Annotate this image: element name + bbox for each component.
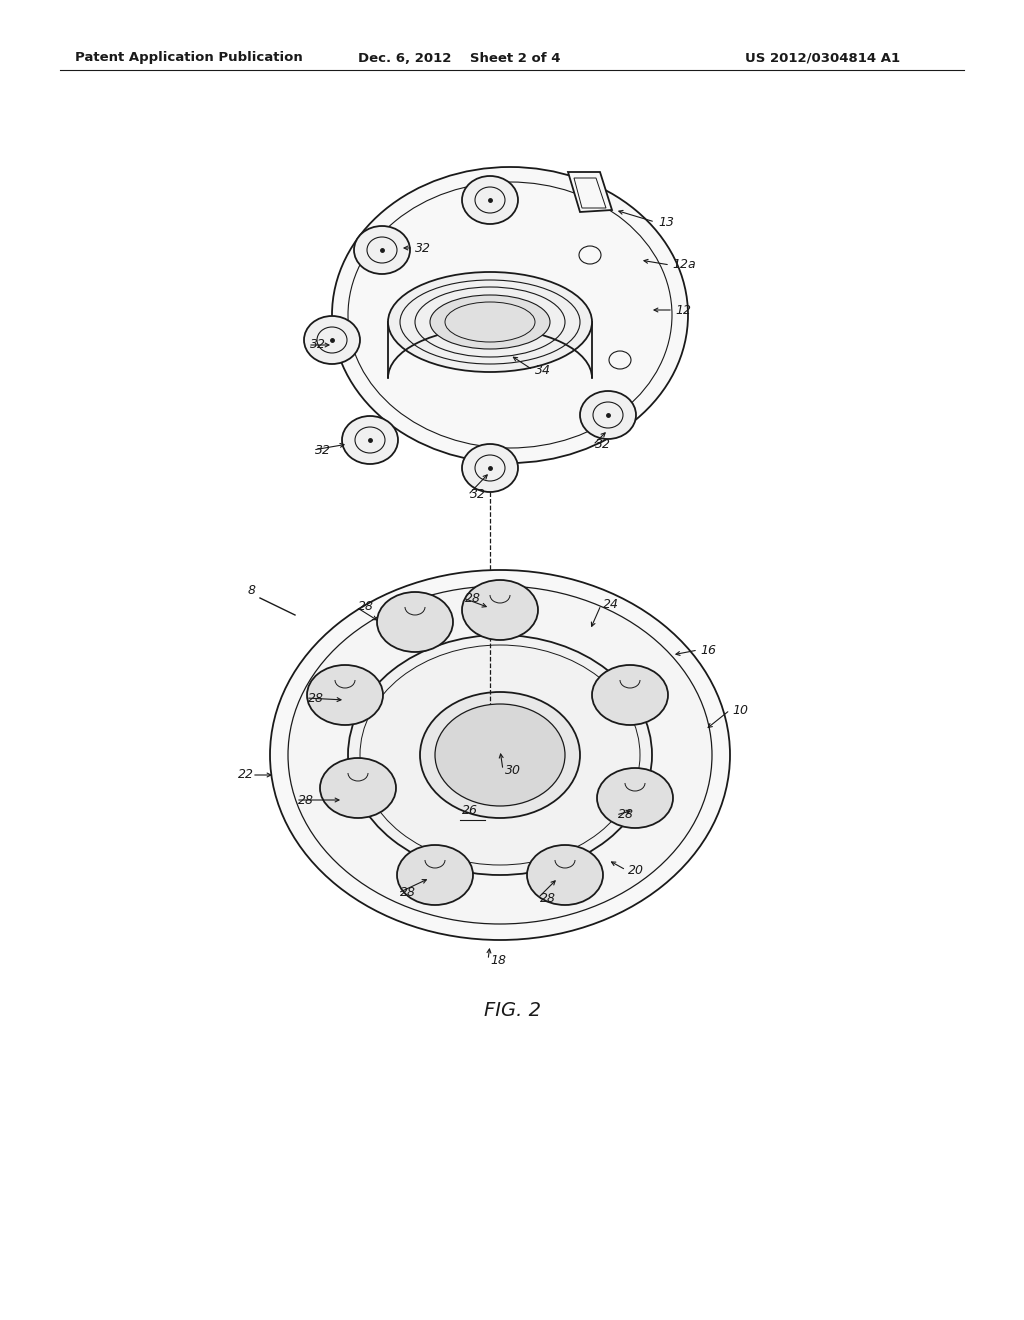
Text: Patent Application Publication: Patent Application Publication: [75, 51, 303, 65]
Ellipse shape: [462, 176, 518, 224]
Text: 18: 18: [490, 953, 506, 966]
Text: 12a: 12a: [672, 259, 695, 272]
Text: 20: 20: [628, 863, 644, 876]
Ellipse shape: [435, 704, 565, 807]
Ellipse shape: [462, 444, 518, 492]
Text: 8: 8: [248, 583, 256, 597]
Ellipse shape: [527, 845, 603, 906]
Text: 13: 13: [658, 215, 674, 228]
Text: 22: 22: [238, 768, 254, 781]
Ellipse shape: [597, 768, 673, 828]
Ellipse shape: [430, 294, 550, 348]
Ellipse shape: [270, 570, 730, 940]
Text: 32: 32: [310, 338, 326, 351]
Text: 16: 16: [700, 644, 716, 656]
Text: 10: 10: [732, 704, 748, 717]
Ellipse shape: [332, 168, 688, 463]
Text: FIG. 2: FIG. 2: [483, 1001, 541, 1019]
Text: 32: 32: [595, 438, 611, 451]
Text: 28: 28: [400, 887, 416, 899]
Text: 30: 30: [505, 763, 521, 776]
Text: US 2012/0304814 A1: US 2012/0304814 A1: [745, 51, 900, 65]
Ellipse shape: [348, 635, 652, 875]
Ellipse shape: [397, 845, 473, 906]
Ellipse shape: [377, 591, 453, 652]
Polygon shape: [568, 172, 612, 213]
Text: 28: 28: [540, 891, 556, 904]
Text: 32: 32: [315, 444, 331, 457]
Text: 28: 28: [298, 793, 314, 807]
Ellipse shape: [307, 665, 383, 725]
Text: 12: 12: [675, 304, 691, 317]
Ellipse shape: [462, 579, 538, 640]
Ellipse shape: [388, 272, 592, 372]
Text: 34: 34: [535, 363, 551, 376]
Ellipse shape: [319, 758, 396, 818]
Text: 32: 32: [470, 488, 486, 502]
Text: 24: 24: [603, 598, 618, 611]
Text: 32: 32: [415, 242, 431, 255]
Text: 28: 28: [308, 692, 324, 705]
Ellipse shape: [342, 416, 398, 465]
Text: 28: 28: [358, 601, 374, 614]
Ellipse shape: [288, 586, 712, 924]
Text: 28: 28: [465, 591, 481, 605]
Ellipse shape: [592, 665, 668, 725]
Text: 26: 26: [462, 804, 478, 817]
Ellipse shape: [420, 692, 580, 818]
Ellipse shape: [304, 315, 360, 364]
Text: Dec. 6, 2012    Sheet 2 of 4: Dec. 6, 2012 Sheet 2 of 4: [358, 51, 560, 65]
Ellipse shape: [354, 226, 410, 275]
Text: 28: 28: [618, 808, 634, 821]
Ellipse shape: [580, 391, 636, 440]
